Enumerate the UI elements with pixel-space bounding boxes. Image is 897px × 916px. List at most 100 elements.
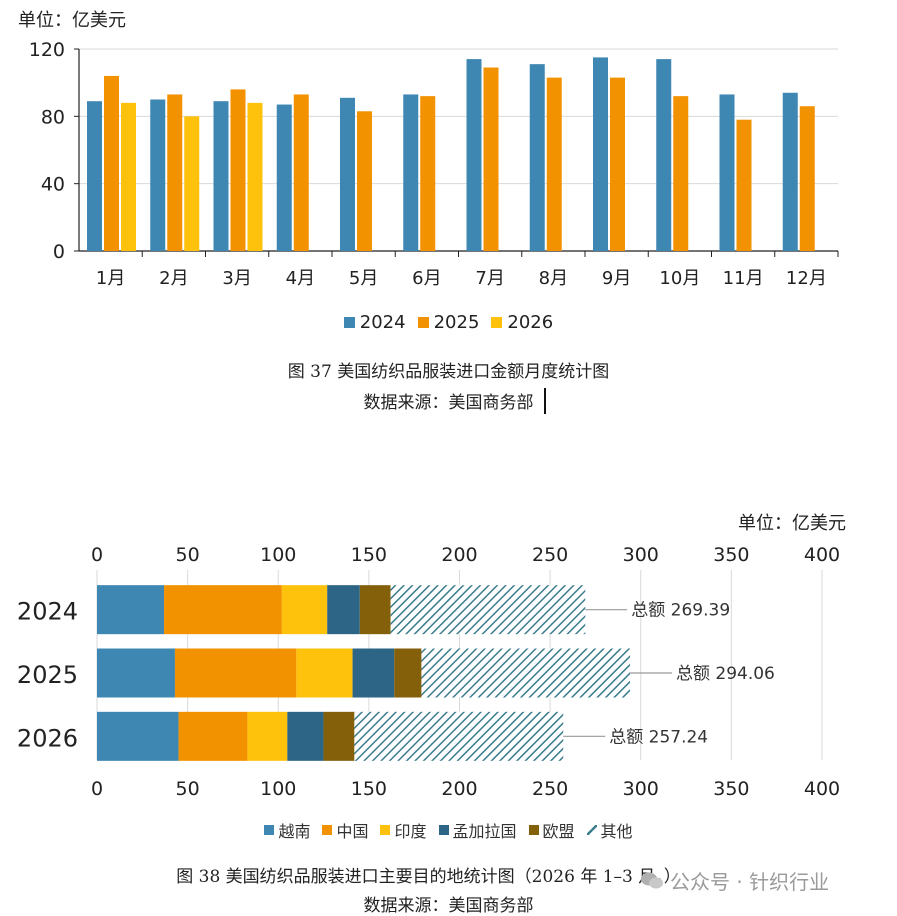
- legend-swatch-china: [322, 825, 333, 835]
- chart1-bar-2025: [230, 89, 246, 252]
- chart2-xtick-label-top: 250: [532, 544, 568, 566]
- chart1-bar-2024: [403, 94, 419, 251]
- chart1-xtick-label: 1月: [96, 268, 125, 289]
- chart1-xtick-label: 11月: [723, 268, 764, 289]
- chart1-bar-2024: [466, 59, 482, 251]
- chart2-xtick-label-bottom: 0: [91, 778, 103, 800]
- chart2-bar-segment-其他: [390, 585, 586, 635]
- chart2-xtick-label-top: 100: [260, 544, 296, 566]
- legend-swatch-2024: [343, 317, 355, 328]
- chart2-bar-segment-欧盟: [323, 711, 355, 761]
- watermark-text: 公众号 · 针织行业: [670, 870, 830, 894]
- legend-item-other: 其他: [586, 818, 633, 842]
- chart2-bar-segment-越南: [97, 711, 179, 761]
- chart1-bar-2025: [357, 111, 372, 252]
- chart1-bar-2026: [184, 116, 200, 251]
- chart2-xtick-label-bottom: 100: [260, 778, 296, 800]
- chart1-legend: 2024 2025 2026: [0, 312, 897, 333]
- chart1-xtick-label: 7月: [475, 268, 504, 289]
- chart1-xtick-label: 9月: [602, 268, 631, 289]
- wechat-icon: [641, 872, 663, 888]
- legend-item-india: 印度: [380, 818, 427, 842]
- chart1-xtick-label: 2月: [159, 268, 188, 289]
- chart2-caption-title: 图 38 美国纺织品服装进口主要目的地统计图（2026 年 1–3 月，）: [176, 867, 681, 887]
- chart2-bar-segment-孟加拉国: [287, 711, 324, 761]
- chart2-xtick-label-top: 400: [804, 544, 840, 566]
- chart2-xtick-label-bottom: 350: [713, 778, 749, 800]
- chart1-bar-2025: [610, 77, 625, 251]
- legend-item-2024: 2024: [343, 312, 406, 333]
- legend-item-eu: 欧盟: [528, 818, 575, 842]
- legend-swatch-india: [380, 825, 391, 835]
- legend-swatch-other: [586, 825, 597, 835]
- chart1-bar-2024: [87, 101, 102, 251]
- chart2-bar-segment-印度: [247, 711, 288, 761]
- chart1-bar-2024: [529, 64, 545, 252]
- text-cursor: [544, 388, 546, 414]
- chart1-bar-2024: [656, 59, 672, 251]
- chart1-caption-title: 图 37 美国纺织品服装进口金额月度统计图: [287, 362, 610, 382]
- legend-label-2026: 2026: [507, 312, 554, 333]
- chart1-bar-2024: [213, 101, 229, 251]
- chart2-category-label: 2024: [17, 598, 78, 626]
- chart2-bar-segment-越南: [97, 648, 175, 698]
- chart2-xtick-label-bottom: 150: [351, 778, 387, 800]
- chart2-legend: 越南 中国 印度 孟加拉国 欧盟 其他: [0, 818, 897, 842]
- chart2-bar-segment-中国: [174, 648, 297, 698]
- legend-label-other: 其他: [600, 822, 633, 841]
- chart1-ytick-label: 40: [41, 174, 65, 196]
- chart2-xtick-label-bottom: 50: [176, 778, 200, 800]
- chart2-category-label: 2026: [17, 724, 78, 752]
- chart2-xtick-label-top: 0: [91, 544, 103, 566]
- chart2-caption-source: 数据来源：美国商务部: [363, 896, 534, 916]
- chart1-bar-2025: [799, 106, 815, 251]
- chart1-bar-2024: [276, 104, 292, 251]
- chart1-bar-2025: [420, 96, 436, 251]
- chart2-xtick-label-top: 150: [351, 544, 387, 566]
- chart2-bar-segment-其他: [354, 711, 564, 761]
- chart2-unit-label: 单位：亿美元: [738, 513, 846, 534]
- chart2-xtick-label-top: 200: [441, 544, 477, 566]
- legend-label-eu: 欧盟: [542, 822, 575, 841]
- chart1-unit-label: 单位：亿美元: [18, 10, 126, 31]
- chart1-bar-2025: [483, 67, 499, 252]
- chart2-xtick-label-top: 350: [713, 544, 749, 566]
- legend-item-bangladesh: 孟加拉国: [438, 818, 517, 842]
- legend-item-vietnam: 越南: [264, 818, 310, 842]
- chart1-xtick-label: 4月: [286, 268, 315, 289]
- chart1-xtick-label: 8月: [539, 268, 568, 289]
- chart2-xtick-label-bottom: 200: [441, 778, 477, 800]
- legend-swatch-2025: [417, 317, 429, 328]
- chart1-bar-2025: [104, 75, 119, 251]
- chart2-xtick-label-top: 50: [176, 544, 200, 566]
- legend-swatch-2026: [491, 317, 503, 328]
- legend-label-2024: 2024: [359, 312, 406, 333]
- chart1-bar-2025: [293, 94, 309, 251]
- chart2-bar-segment-其他: [421, 648, 630, 698]
- chart1-bar-2024: [782, 92, 798, 252]
- chart1-xtick-label: 10月: [659, 268, 700, 289]
- chart2-total-label: 总额 294.06: [676, 664, 775, 684]
- chart1-bar-2025: [736, 119, 752, 251]
- chart1-bar-2025: [167, 94, 183, 251]
- chart1-bar-2024: [593, 57, 608, 251]
- legend-swatch-bangladesh: [438, 825, 449, 835]
- chart2-bar-segment-中国: [164, 585, 282, 635]
- chart1-bar-2025: [546, 77, 562, 251]
- chart2-xtick-label-bottom: 400: [804, 778, 840, 800]
- chart2-bar-segment-印度: [296, 648, 353, 698]
- chart1-xtick-label: 12月: [786, 268, 827, 289]
- chart1-ytick-label: 80: [41, 106, 65, 128]
- chart2-bar-segment-印度: [281, 585, 328, 635]
- chart2-bar-segment-孟加拉国: [327, 585, 360, 635]
- chart1-bar-2025: [673, 96, 689, 251]
- chart1-xtick-label: 3月: [222, 268, 251, 289]
- chart1-bar-2024: [719, 94, 735, 251]
- chart1-caption-source: 数据来源：美国商务部: [363, 393, 534, 413]
- chart2-total-label: 总额 269.39: [631, 601, 730, 621]
- chart2-xtick-label-bottom: 250: [532, 778, 568, 800]
- chart1-bar-2026: [247, 102, 263, 251]
- chart2-bar-segment-欧盟: [359, 585, 391, 635]
- legend-item-2026: 2026: [491, 312, 553, 333]
- chart2-xtick-label-bottom: 300: [623, 778, 659, 800]
